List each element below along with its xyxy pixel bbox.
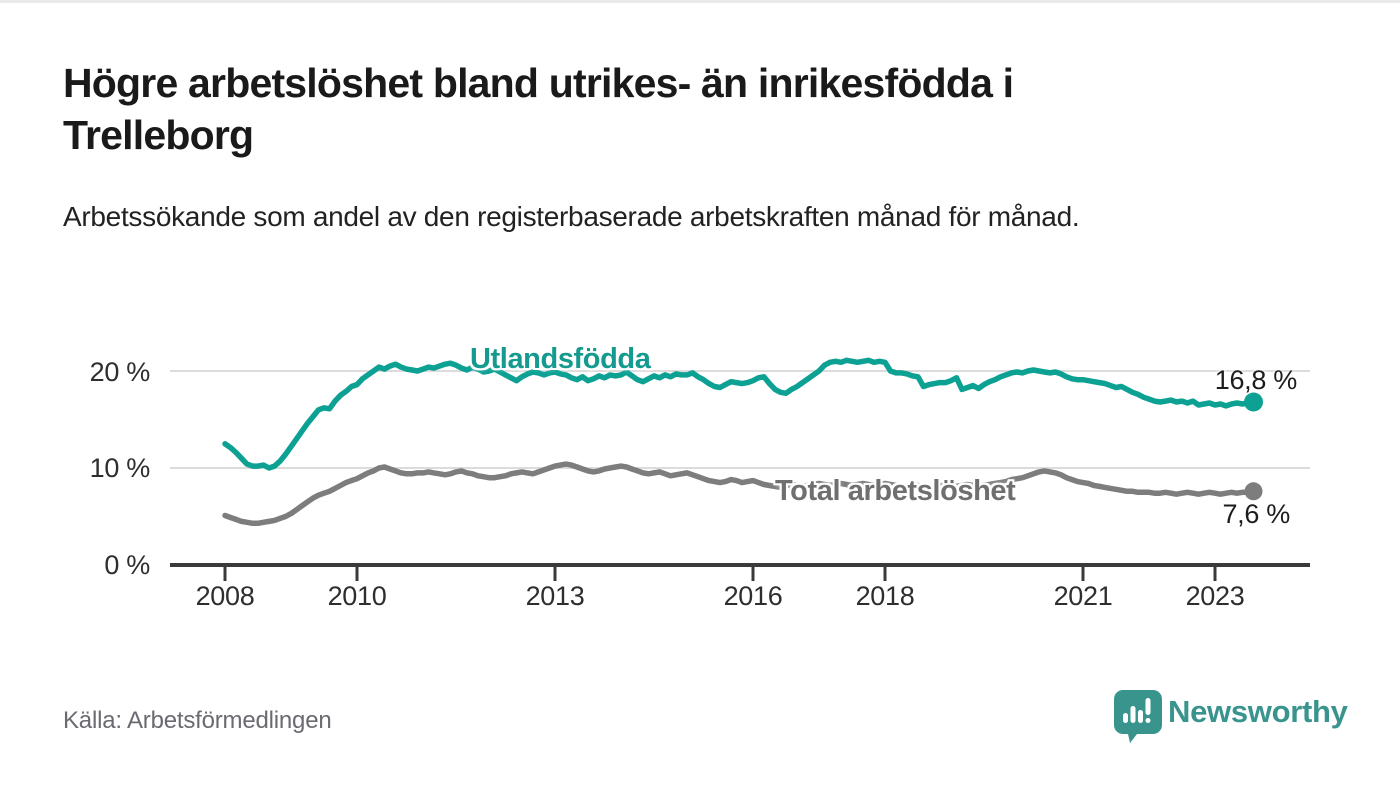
x-tick-label-2013: 2013 <box>525 581 585 611</box>
series-end-dot-total <box>1244 482 1263 501</box>
newsworthy-logo-icon <box>1114 690 1162 743</box>
series-line-utlandsfodda <box>222 357 1257 471</box>
x-tick-label-2023: 2023 <box>1185 581 1245 611</box>
newsworthy-logo: Newsworthy <box>1113 689 1348 745</box>
title-line-2: Trelleborg <box>63 112 254 158</box>
page-title: Högre arbetslöshet bland utrikes- än inr… <box>63 57 1343 161</box>
y-tick-label-10: 10 % <box>89 453 151 483</box>
x-tick-label-2016: 2016 <box>723 581 783 611</box>
chart-canvas <box>170 357 1310 581</box>
end-value-label-total: 7,6 % <box>1222 499 1290 529</box>
x-tick-label-2018: 2018 <box>855 581 915 611</box>
series-end-dot-utlandsfodda <box>1244 392 1263 412</box>
x-tick-label-2010: 2010 <box>327 581 387 611</box>
source-credit: Källa: Arbetsförmedlingen <box>63 707 332 734</box>
x-tick-label-2008: 2008 <box>195 581 255 611</box>
newsworthy-logo-wordmark: Newsworthy <box>1168 694 1348 729</box>
series-line-total-arbetsloshet <box>222 461 1257 527</box>
chart-subtitle: Arbetssökande som andel av den registerb… <box>63 201 1080 232</box>
y-tick-label-0: 0 % <box>104 550 150 580</box>
title-line-1: Högre arbetslöshet bland utrikes- än inr… <box>63 60 1014 106</box>
series-label-utlandsfodda: Utlandsfödda <box>470 343 651 375</box>
x-tick-label-2021: 2021 <box>1053 581 1113 611</box>
gridlines <box>170 370 1310 469</box>
series-label-total-arbetsloshet: Total arbetslöshet <box>775 475 1016 507</box>
x-axis <box>170 563 1310 581</box>
end-value-label-utlandsfodda: 16,8 % <box>1214 365 1298 395</box>
y-tick-label-20: 20 % <box>89 357 151 387</box>
